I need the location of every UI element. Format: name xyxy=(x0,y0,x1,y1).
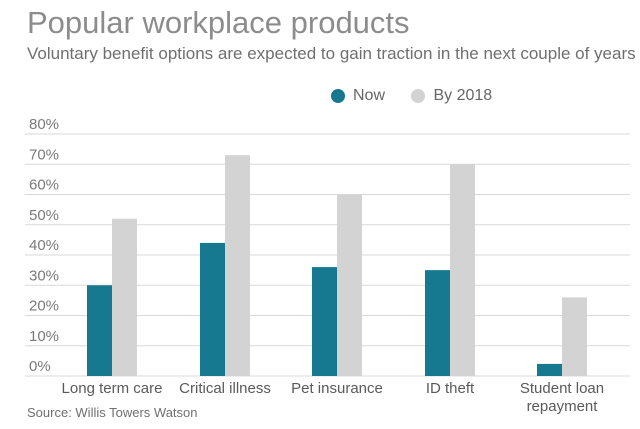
y-tick-label: 60% xyxy=(29,177,59,194)
legend-item-by-2018: By 2018 xyxy=(411,87,492,105)
bar-now xyxy=(537,363,562,376)
x-category-label: Pet insurance xyxy=(291,380,383,397)
legend-swatch-now xyxy=(331,89,345,103)
bar-now xyxy=(87,285,112,376)
x-category-label: Critical illness xyxy=(179,380,271,397)
x-category-label: Long term care xyxy=(62,380,163,397)
legend-item-now: Now xyxy=(331,87,385,105)
x-category-label: repayment xyxy=(527,398,599,415)
bar-by-2018 xyxy=(450,164,475,376)
bar-now xyxy=(312,267,337,376)
bar-now xyxy=(200,242,225,376)
bar-now xyxy=(425,270,450,376)
y-tick-label: 80% xyxy=(29,116,59,133)
bar-by-2018 xyxy=(562,297,587,376)
y-tick-label: 20% xyxy=(29,298,59,315)
y-tick-label: 30% xyxy=(29,267,59,284)
chart-subtitle: Voluntary benefit options are expected t… xyxy=(27,44,636,63)
y-tick-label: 0% xyxy=(29,358,51,375)
legend-swatch-by-2018 xyxy=(411,89,426,103)
x-category-label: ID theft xyxy=(426,380,475,397)
bar-by-2018 xyxy=(112,218,137,376)
x-category-label: Student loan xyxy=(520,380,604,397)
y-tick-label: 40% xyxy=(29,237,59,254)
y-tick-label: 70% xyxy=(29,146,59,163)
legend-label-by-2018: By 2018 xyxy=(433,87,493,104)
legend: Now By 2018 xyxy=(331,87,514,108)
bar-by-2018 xyxy=(225,155,250,376)
source-note: Source: Willis Towers Watson xyxy=(27,405,198,420)
bar-by-2018 xyxy=(337,194,362,376)
chart-title: Popular workplace products xyxy=(27,5,410,40)
y-tick-label: 10% xyxy=(29,328,59,345)
legend-label-now: Now xyxy=(353,87,386,104)
y-tick-label: 50% xyxy=(29,207,59,224)
